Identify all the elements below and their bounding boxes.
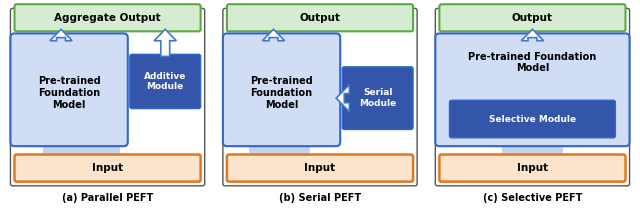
FancyBboxPatch shape xyxy=(440,154,625,182)
FancyBboxPatch shape xyxy=(10,8,205,186)
FancyBboxPatch shape xyxy=(15,154,200,182)
Polygon shape xyxy=(154,29,177,56)
Polygon shape xyxy=(336,85,349,112)
Polygon shape xyxy=(522,29,543,41)
Text: (c) Selective PEFT: (c) Selective PEFT xyxy=(483,193,582,203)
FancyBboxPatch shape xyxy=(223,8,417,186)
Text: Pre-trained
Foundation
Model: Pre-trained Foundation Model xyxy=(38,76,100,109)
Text: Output: Output xyxy=(512,13,553,23)
FancyBboxPatch shape xyxy=(227,154,413,182)
Text: Pre-trained Foundation
Model: Pre-trained Foundation Model xyxy=(468,52,596,73)
Text: Serial
Module: Serial Module xyxy=(359,88,396,108)
FancyBboxPatch shape xyxy=(10,33,128,146)
Bar xyxy=(249,144,310,157)
FancyBboxPatch shape xyxy=(435,8,630,186)
FancyBboxPatch shape xyxy=(342,67,413,130)
Text: (b) Serial PEFT: (b) Serial PEFT xyxy=(279,193,361,203)
Polygon shape xyxy=(50,29,72,41)
Bar xyxy=(502,144,563,157)
Polygon shape xyxy=(262,29,285,41)
Text: Input: Input xyxy=(305,163,335,173)
Text: Output: Output xyxy=(300,13,340,23)
FancyBboxPatch shape xyxy=(227,4,413,31)
Bar xyxy=(43,144,120,157)
Text: Input: Input xyxy=(517,163,548,173)
Text: Pre-trained
Foundation
Model: Pre-trained Foundation Model xyxy=(250,76,313,109)
FancyBboxPatch shape xyxy=(449,100,616,138)
Text: Input: Input xyxy=(92,163,123,173)
FancyBboxPatch shape xyxy=(223,33,340,146)
FancyBboxPatch shape xyxy=(440,4,625,31)
Text: (a) Parallel PEFT: (a) Parallel PEFT xyxy=(62,193,153,203)
FancyBboxPatch shape xyxy=(130,54,200,109)
Text: Aggregate Output: Aggregate Output xyxy=(54,13,161,23)
Text: Additive
Module: Additive Module xyxy=(144,72,186,91)
FancyBboxPatch shape xyxy=(435,33,630,146)
Text: Selective Module: Selective Module xyxy=(489,115,576,124)
FancyBboxPatch shape xyxy=(15,4,200,31)
